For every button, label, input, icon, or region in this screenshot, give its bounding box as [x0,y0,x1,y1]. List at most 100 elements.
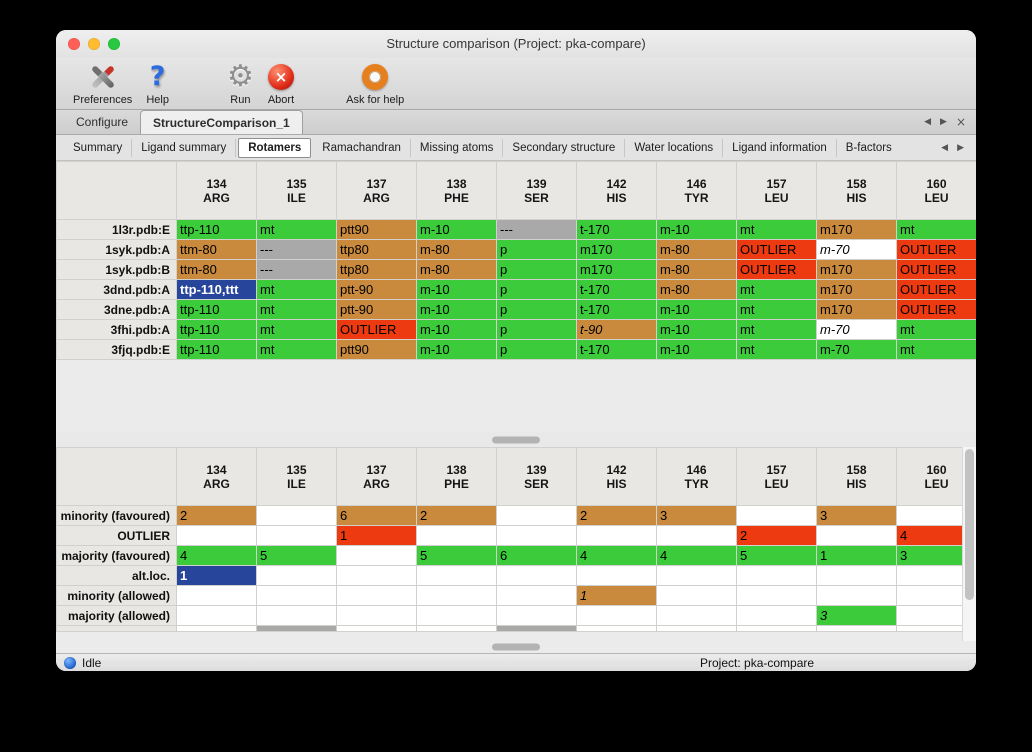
rotamer-cell[interactable]: OUTLIER [896,239,976,260]
count-cell[interactable] [896,605,976,626]
rotamer-cell[interactable]: ttm-80 [176,239,257,260]
count-cell[interactable] [656,585,737,606]
rotamer-cell[interactable]: --- [256,239,337,260]
subtab-ligand-summary[interactable]: Ligand summary [132,138,237,157]
rotamer-cell[interactable]: OUTLIER [736,239,817,260]
column-header-158[interactable]: 158 HIS [816,161,897,220]
titlebar[interactable]: Structure comparison (Project: pka-compa… [56,30,976,58]
rotamer-cell[interactable]: ttp80 [336,239,417,260]
rotamer-cell[interactable]: m170 [816,259,897,280]
rotamer-cell[interactable]: ttm-80 [176,259,257,280]
rotamer-cell[interactable]: mt [736,299,817,320]
rotamer-cell[interactable]: m-70 [816,339,897,360]
rotamer-cell[interactable]: t-170 [576,279,657,300]
count-cell[interactable] [656,565,737,586]
count-cell[interactable]: 4 [656,545,737,566]
column-header-139[interactable]: 139 SER [496,447,577,506]
count-cell[interactable] [256,505,337,526]
rotamer-cell[interactable]: m-80 [416,259,497,280]
rotamer-cell[interactable]: m-10 [416,279,497,300]
toolbar-button-ask-for-help[interactable]: Ask for help [339,60,411,107]
count-cell[interactable]: 1 [336,525,417,546]
row-label-minority-favoured[interactable]: minority (favoured) [56,505,177,526]
rotamer-cell[interactable]: ptt90 [336,339,417,360]
column-header-135[interactable]: 135 ILE [256,161,337,220]
rotamer-cell[interactable]: m-10 [416,299,497,320]
toolbar-button-run[interactable]: ⚙ Run [220,60,261,107]
rotamer-cell[interactable]: m-10 [656,319,737,340]
column-header-142[interactable]: 142 HIS [576,161,657,220]
rotamer-cell[interactable]: m-80 [656,279,737,300]
rotamer-cell[interactable]: mt [896,219,976,240]
count-cell[interactable]: 2 [416,505,497,526]
column-header-142[interactable]: 142 HIS [576,447,657,506]
rotamer-cell[interactable]: ttp-110 [176,339,257,360]
row-label-alt-loc[interactable]: alt.loc. [56,565,177,586]
rotamer-cell[interactable]: mt [896,319,976,340]
column-header-158[interactable]: 158 HIS [816,447,897,506]
count-cell[interactable] [896,565,976,586]
count-cell[interactable] [496,525,577,546]
row-label-majority-allowed[interactable]: majority (allowed) [56,605,177,626]
rotamer-cell[interactable]: p [496,319,577,340]
tab-next-arrow-icon[interactable]: ▶ [940,117,947,127]
count-cell[interactable]: 2 [736,525,817,546]
rotamer-cell[interactable]: mt [736,219,817,240]
count-cell[interactable] [496,605,577,626]
rotamer-cell[interactable]: m-70 [816,239,897,260]
count-cell[interactable] [816,525,897,546]
rotamer-cell[interactable]: ttp-110 [176,319,257,340]
zoom-button[interactable] [108,38,120,50]
row-label-3fjq-pdb-e[interactable]: 3fjq.pdb:E [56,339,177,360]
rotamer-cell[interactable]: m-10 [416,219,497,240]
rotamer-cell[interactable]: mt [256,279,337,300]
rotamer-cell[interactable]: p [496,259,577,280]
rotamer-cell[interactable]: m170 [816,219,897,240]
tab-structurecomparison-1[interactable]: StructureComparison_1 [140,110,303,134]
rotamer-cell[interactable]: --- [496,219,577,240]
row-label-1l3r-pdb-e[interactable]: 1l3r.pdb:E [56,219,177,240]
subtab-b-factors[interactable]: B-factors [845,141,892,154]
count-cell[interactable]: 5 [416,545,497,566]
count-cell[interactable] [256,565,337,586]
rotamer-cell[interactable]: m-80 [416,239,497,260]
count-cell[interactable]: 4 [176,545,257,566]
splitter-handle-bottom[interactable] [492,643,540,651]
rotamer-cell[interactable]: m-10 [656,219,737,240]
count-cell[interactable] [336,605,417,626]
subtab-prev-arrow-icon[interactable]: ◀ [941,142,949,153]
column-header-146[interactable]: 146 TYR [656,447,737,506]
count-cell[interactable]: 6 [496,545,577,566]
count-cell[interactable] [736,605,817,626]
rotamer-cell[interactable]: t-90 [576,319,657,340]
count-cell[interactable] [176,585,257,606]
count-cell[interactable]: 1 [576,585,657,606]
rotamer-cell[interactable]: p [496,299,577,320]
count-cell[interactable]: 3 [656,505,737,526]
column-header-138[interactable]: 138 PHE [416,447,497,506]
count-cell[interactable] [256,585,337,606]
row-label-1syk-pdb-a[interactable]: 1syk.pdb:A [56,239,177,260]
rotamer-cell[interactable]: mt [896,339,976,360]
rotamer-cell[interactable]: mt [256,319,337,340]
column-header-146[interactable]: 146 TYR [656,161,737,220]
toolbar-button-abort[interactable]: × Abort [261,60,301,107]
count-cell[interactable] [336,565,417,586]
count-cell[interactable] [496,505,577,526]
count-cell[interactable] [576,605,657,626]
column-header-137[interactable]: 137 ARG [336,447,417,506]
rotamer-cell[interactable]: p [496,339,577,360]
tab-configure[interactable]: Configure [76,115,129,129]
row-label-3fhi-pdb-a[interactable]: 3fhi.pdb:A [56,319,177,340]
rotamer-cell[interactable]: OUTLIER [896,299,976,320]
rotamer-cell[interactable]: mt [736,339,817,360]
row-label-outlier[interactable]: OUTLIER [56,525,177,546]
rotamer-cell[interactable]: ttp-110,ttt [176,279,257,300]
toolbar-button-preferences[interactable]: Preferences [66,60,139,107]
rotamer-cell[interactable]: m-80 [656,239,737,260]
subtab-summary[interactable]: Summary [64,138,133,157]
rotamer-cell[interactable]: m-70 [816,319,897,340]
count-cell[interactable] [736,505,817,526]
rotamer-cell[interactable]: mt [736,319,817,340]
toolbar-button-help[interactable]: ? Help [139,60,176,107]
